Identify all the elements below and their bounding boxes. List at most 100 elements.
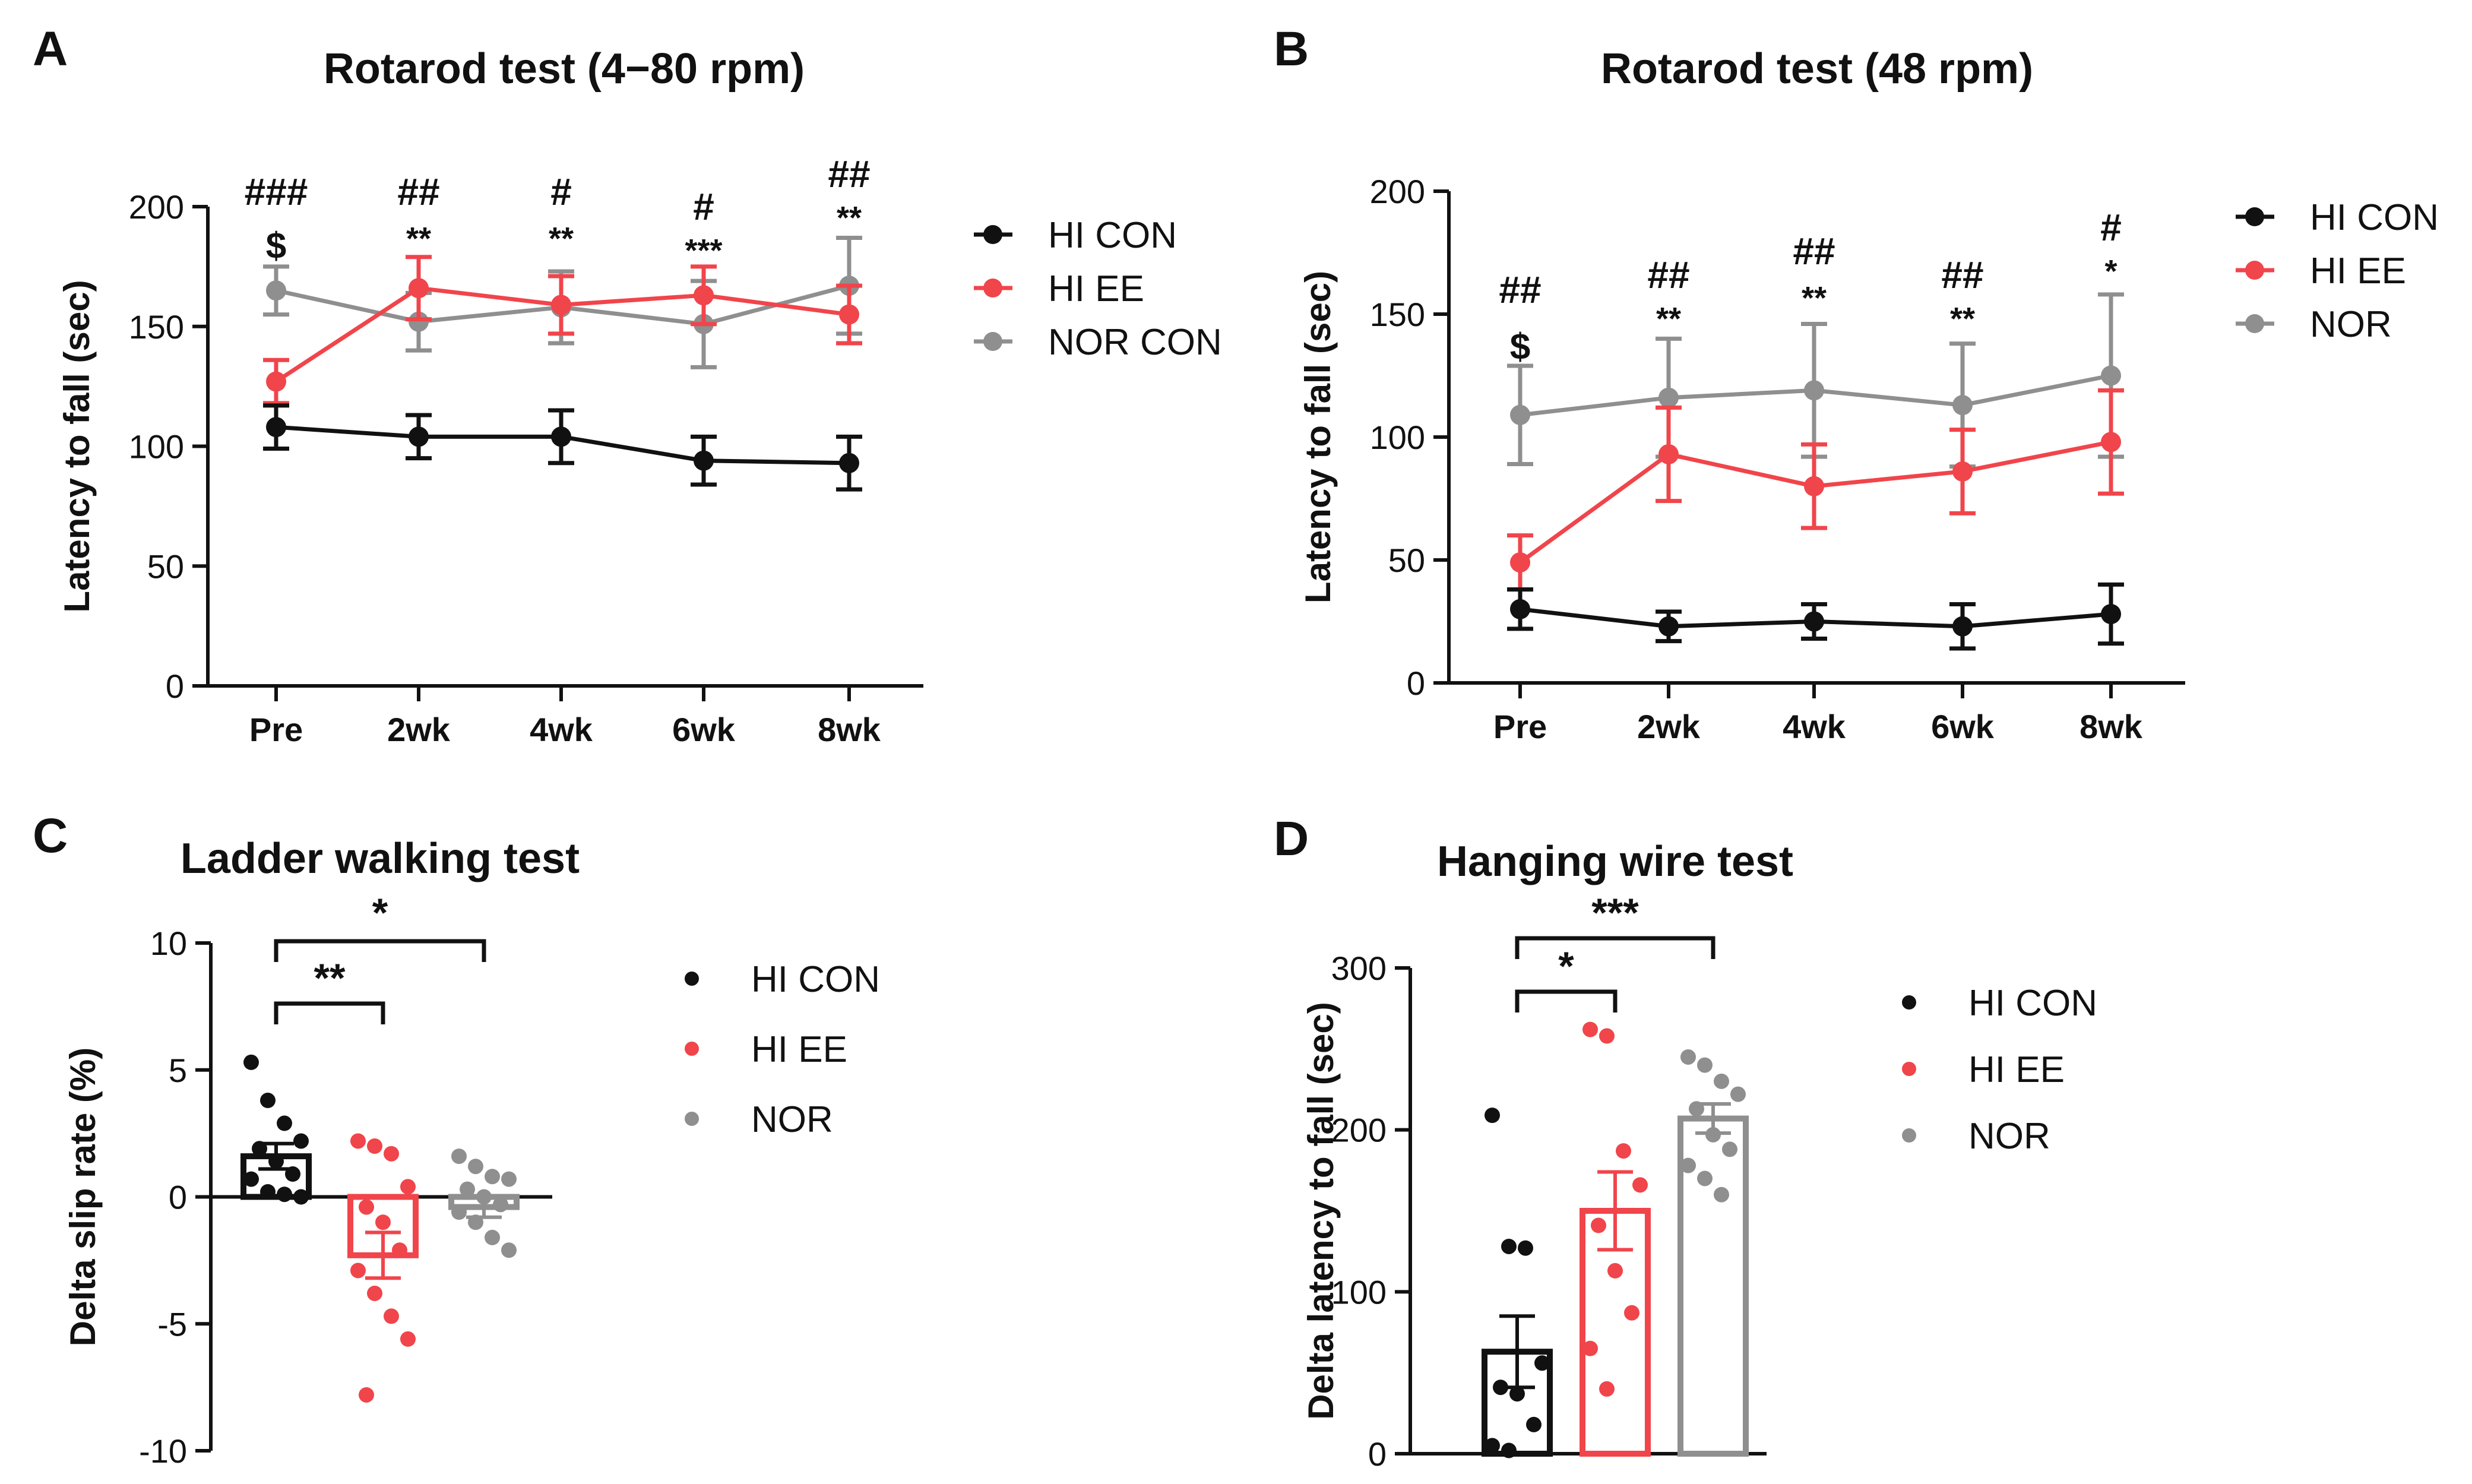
chart-d-legend-label: NOR <box>1968 1116 2050 1157</box>
chart-c-bar-hi-con-data-point <box>252 1141 267 1157</box>
chart-c-y-tick-label: 10 <box>150 925 187 962</box>
chart-d-legend-label: HI CON <box>1968 983 2097 1024</box>
chart-d-bar-hi-ee-data-point <box>1632 1177 1648 1193</box>
chart-c-bar-nor-data-point <box>468 1159 483 1175</box>
chart-b-series-hi-con-point <box>1952 616 1973 637</box>
chart-b-series-nor-point <box>1804 380 1824 401</box>
chart-d-bar-nor-data-point <box>1714 1073 1729 1089</box>
chart-b-series-nor-point <box>1658 387 1679 408</box>
chart-d-y-tick-label: 100 <box>1331 1273 1387 1311</box>
chart-d-bar-hi-con-data-point <box>1518 1240 1533 1256</box>
chart-a-annotation-hash: # <box>550 170 572 213</box>
chart-c-bar-hi-ee-data-point <box>384 1146 399 1162</box>
chart-a-x-tick-label: 6wk <box>672 711 736 748</box>
chart-a-series-hi-con-point <box>409 426 429 447</box>
chart-c-bar-hi-ee-data-point <box>400 1179 416 1195</box>
chart-d-bar-hi-con-data-point <box>1485 1438 1500 1454</box>
panel-label-b: B <box>1274 22 1309 76</box>
chart-rotarod-48: 0 50 100 150 200 Latency to fall (sec) Rotarod… <box>1298 45 2439 745</box>
chart-c-bar-hi-con-data-point <box>277 1186 292 1203</box>
chart-d-bar-nor-data-point <box>1730 1086 1746 1102</box>
chart-b-annotation-star: $ <box>1510 327 1530 368</box>
chart-a-series-hi-ee-point <box>694 285 714 306</box>
chart-a-series-hi-con-point <box>266 417 286 438</box>
chart-b-series-hi-con-point <box>2101 604 2121 625</box>
chart-a-annotation-hash: ### <box>245 170 308 213</box>
chart-a-series-hi-con-point <box>694 450 714 471</box>
chart-d-bar-nor-data-point <box>1689 1101 1704 1117</box>
chart-c-bar-nor-data-point <box>476 1189 492 1205</box>
chart-b-x-tick-label: 4wk <box>1783 708 1846 745</box>
chart-b-x-tick-label: 2wk <box>1637 708 1701 745</box>
chart-c-bar-hi-con-data-point <box>277 1115 292 1131</box>
chart-d-legend-marker <box>1902 1062 1916 1076</box>
chart-d-bar-hi-ee-data-point <box>1582 1340 1598 1356</box>
chart-c-comparison-bracket <box>274 939 486 962</box>
chart-a-x-tick-label: 4wk <box>530 711 593 748</box>
chart-c-bar-hi-ee-data-point <box>384 1308 399 1324</box>
chart-d-legend-marker <box>1902 1128 1916 1143</box>
chart-b-annotation-star: * <box>2104 254 2117 289</box>
chart-d-y-axis-label: Delta latency to fall (sec) <box>1301 1002 1341 1420</box>
chart-a-x-tick-label: Pre <box>249 711 303 748</box>
chart-a-series-hi-con-point <box>839 453 859 473</box>
chart-a-annotation-hash: ## <box>397 170 439 213</box>
chart-c-comparison-label: ** <box>314 955 346 1001</box>
chart-b-x-tick-label: 6wk <box>1931 708 1995 745</box>
chart-b-series-hi-ee-point <box>1804 476 1824 496</box>
chart-c-legend-marker <box>685 1112 699 1126</box>
chart-b-y-tick-label: 150 <box>1370 296 1425 333</box>
chart-a-title: Rotarod test (4−80 rpm) <box>324 45 805 93</box>
chart-c-bar-hi-ee-data-point <box>367 1138 382 1154</box>
chart-c-bar-hi-ee-data-point <box>359 1199 374 1215</box>
chart-hanging-wire: 0 100 200 300 Delta latency to fall (sec) Han… <box>1301 838 2097 1473</box>
chart-b-series-hi-con-point <box>1658 616 1679 637</box>
chart-c-legend-label: HI EE <box>751 1029 847 1070</box>
chart-a-legend-marker <box>983 279 1002 298</box>
chart-a-annotation-star: ** <box>549 221 574 257</box>
chart-c-comparison-bracket <box>274 1001 385 1024</box>
chart-c-y-tick-label: 5 <box>169 1052 187 1089</box>
chart-c-bar-hi-con-data-point <box>285 1166 300 1182</box>
chart-b-legend-marker <box>2245 207 2264 226</box>
chart-d-bar-hi-ee-data-point <box>1624 1305 1639 1321</box>
chart-a-legend-marker <box>983 332 1002 351</box>
panel-label-d: D <box>1274 812 1309 866</box>
panel-label-a: A <box>33 22 68 76</box>
chart-a-annotation-star: *** <box>685 233 722 268</box>
chart-c-comparison-label: * <box>372 890 388 935</box>
chart-d-bar-hi-con-data-point <box>1493 1379 1508 1396</box>
chart-d-bar-hi-ee-data-point <box>1599 1028 1615 1044</box>
chart-d-bar-hi-ee-data-point <box>1599 1381 1615 1397</box>
chart-a-annotation-hash: # <box>693 185 714 228</box>
chart-d-bar-hi-con-data-point <box>1485 1108 1500 1124</box>
chart-c-y-axis-label: Delta slip rate (%) <box>63 1048 103 1346</box>
chart-b-legend-label: HI CON <box>2310 197 2439 238</box>
chart-c-y-tick-label: -5 <box>157 1305 187 1343</box>
chart-b-series-hi-ee-point <box>2101 432 2121 453</box>
chart-d-bar-nor-data-point <box>1680 1049 1696 1065</box>
chart-b-title: Rotarod test (48 rpm) <box>1601 45 2033 93</box>
chart-d-bar-hi-ee-data-point <box>1591 1217 1606 1233</box>
chart-c-bar-nor-data-point <box>493 1197 508 1213</box>
chart-a-annotation-star: $ <box>266 226 286 267</box>
chart-d-bar-hi-con-data-point <box>1509 1386 1525 1402</box>
chart-a-annotation-star: ** <box>406 221 431 257</box>
chart-a-y-tick-label: 200 <box>129 188 184 226</box>
chart-d-y-tick-label: 200 <box>1331 1112 1387 1149</box>
chart-d-bar-hi-con-data-point <box>1501 1442 1517 1458</box>
chart-a-series-hi-ee-point <box>839 304 859 325</box>
chart-b-series-hi-con-point <box>1510 599 1530 619</box>
chart-d-bar-nor-data-point <box>1697 1170 1713 1186</box>
chart-b-annotation-star: ** <box>1656 301 1681 337</box>
chart-c-bar-hi-ee-data-point <box>367 1285 382 1301</box>
chart-b-x-tick-label: Pre <box>1493 708 1547 745</box>
chart-rotarod-4-80: 0 50 100 150 200 Latency to fall (sec) Rotarod… <box>57 45 1222 748</box>
chart-c-legend-marker <box>685 1042 699 1056</box>
chart-b-x-tick-label: 8wk <box>2079 708 2143 745</box>
chart-c-bar-nor-data-point <box>501 1242 517 1258</box>
chart-b-series-nor-point <box>1952 395 1973 416</box>
chart-c-legend-label: HI CON <box>751 959 880 1000</box>
chart-c-bar-hi-con-data-point <box>293 1133 309 1149</box>
